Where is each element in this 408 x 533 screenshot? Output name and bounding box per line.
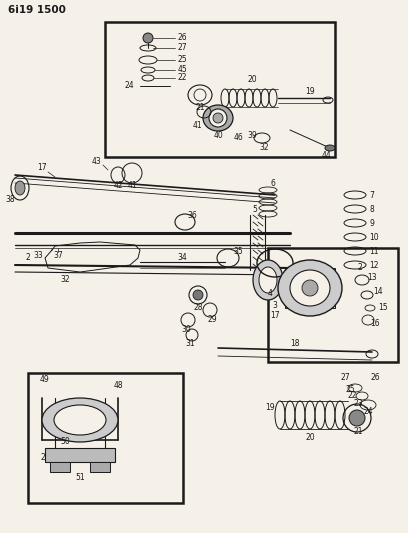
Text: 31: 31 (185, 340, 195, 349)
Text: 2: 2 (41, 454, 45, 463)
Text: 41: 41 (127, 182, 137, 190)
Text: 27: 27 (340, 374, 350, 383)
Text: 6i19 1500: 6i19 1500 (8, 5, 66, 15)
Text: 22: 22 (178, 74, 188, 83)
Text: 45: 45 (178, 66, 188, 75)
Ellipse shape (143, 33, 153, 43)
Text: 35: 35 (233, 247, 243, 256)
Text: 41: 41 (192, 120, 202, 130)
Text: 32: 32 (259, 143, 269, 152)
Text: 12: 12 (369, 261, 379, 270)
Ellipse shape (259, 267, 277, 293)
Text: 24: 24 (363, 408, 373, 416)
Bar (268, 248, 398, 362)
Text: 24: 24 (124, 82, 134, 91)
Text: 25: 25 (345, 385, 355, 394)
Text: 5: 5 (253, 206, 257, 214)
Text: 25: 25 (178, 55, 188, 64)
Ellipse shape (325, 145, 335, 151)
Text: 3: 3 (273, 301, 277, 310)
Text: 22: 22 (347, 391, 357, 400)
Text: 44: 44 (322, 150, 332, 159)
Text: 6: 6 (271, 179, 275, 188)
Text: 49: 49 (39, 376, 49, 384)
Text: 19: 19 (265, 403, 275, 413)
Bar (90, 462, 110, 472)
Text: 2: 2 (358, 263, 362, 272)
Text: 7: 7 (369, 190, 374, 199)
Text: 4: 4 (268, 288, 273, 297)
Ellipse shape (290, 270, 330, 306)
Text: 10: 10 (369, 232, 379, 241)
Text: 33: 33 (33, 251, 43, 260)
Text: 40: 40 (213, 131, 223, 140)
Text: 42: 42 (113, 182, 123, 190)
Ellipse shape (54, 405, 106, 435)
Text: 39: 39 (247, 131, 257, 140)
Text: 38: 38 (5, 196, 15, 205)
Text: 36: 36 (187, 211, 197, 220)
Bar (45, 448, 115, 462)
Ellipse shape (203, 105, 233, 131)
Ellipse shape (349, 410, 365, 426)
Text: 17: 17 (37, 164, 47, 173)
Text: 14: 14 (373, 287, 383, 296)
Bar (105, 22, 335, 157)
Text: 29: 29 (207, 316, 217, 325)
Text: 26: 26 (178, 34, 188, 43)
Text: 16: 16 (370, 319, 380, 327)
Ellipse shape (193, 290, 203, 300)
Bar (28, 373, 183, 503)
Text: 21: 21 (353, 427, 363, 437)
Ellipse shape (302, 280, 318, 296)
Ellipse shape (213, 113, 223, 123)
Ellipse shape (209, 109, 227, 127)
Text: 34: 34 (177, 254, 187, 262)
Text: 50: 50 (60, 438, 70, 447)
Text: 2: 2 (26, 254, 30, 262)
Text: 17: 17 (270, 311, 280, 319)
Text: 37: 37 (53, 251, 63, 260)
Text: 20: 20 (247, 76, 257, 85)
Text: 9: 9 (369, 219, 374, 228)
Text: 27: 27 (178, 44, 188, 52)
Text: 32: 32 (60, 276, 70, 285)
Bar (285, 268, 335, 308)
Text: 11: 11 (369, 246, 379, 255)
Text: 48: 48 (113, 381, 123, 390)
Text: 46: 46 (233, 133, 243, 142)
Text: 15: 15 (378, 303, 388, 312)
Ellipse shape (253, 260, 283, 300)
Text: 28: 28 (193, 303, 203, 311)
Text: 13: 13 (367, 273, 377, 282)
Text: 18: 18 (290, 338, 300, 348)
Text: 8: 8 (369, 205, 374, 214)
Ellipse shape (15, 181, 25, 195)
Text: 30: 30 (181, 326, 191, 335)
Text: 51: 51 (75, 473, 85, 482)
Ellipse shape (278, 260, 342, 316)
Text: 26: 26 (370, 374, 380, 383)
Text: 43: 43 (92, 157, 102, 166)
Text: 21: 21 (195, 103, 205, 112)
Bar (50, 462, 70, 472)
Ellipse shape (42, 398, 118, 442)
Text: 20: 20 (305, 433, 315, 442)
Text: 19: 19 (305, 86, 315, 95)
Text: 23: 23 (353, 399, 363, 408)
